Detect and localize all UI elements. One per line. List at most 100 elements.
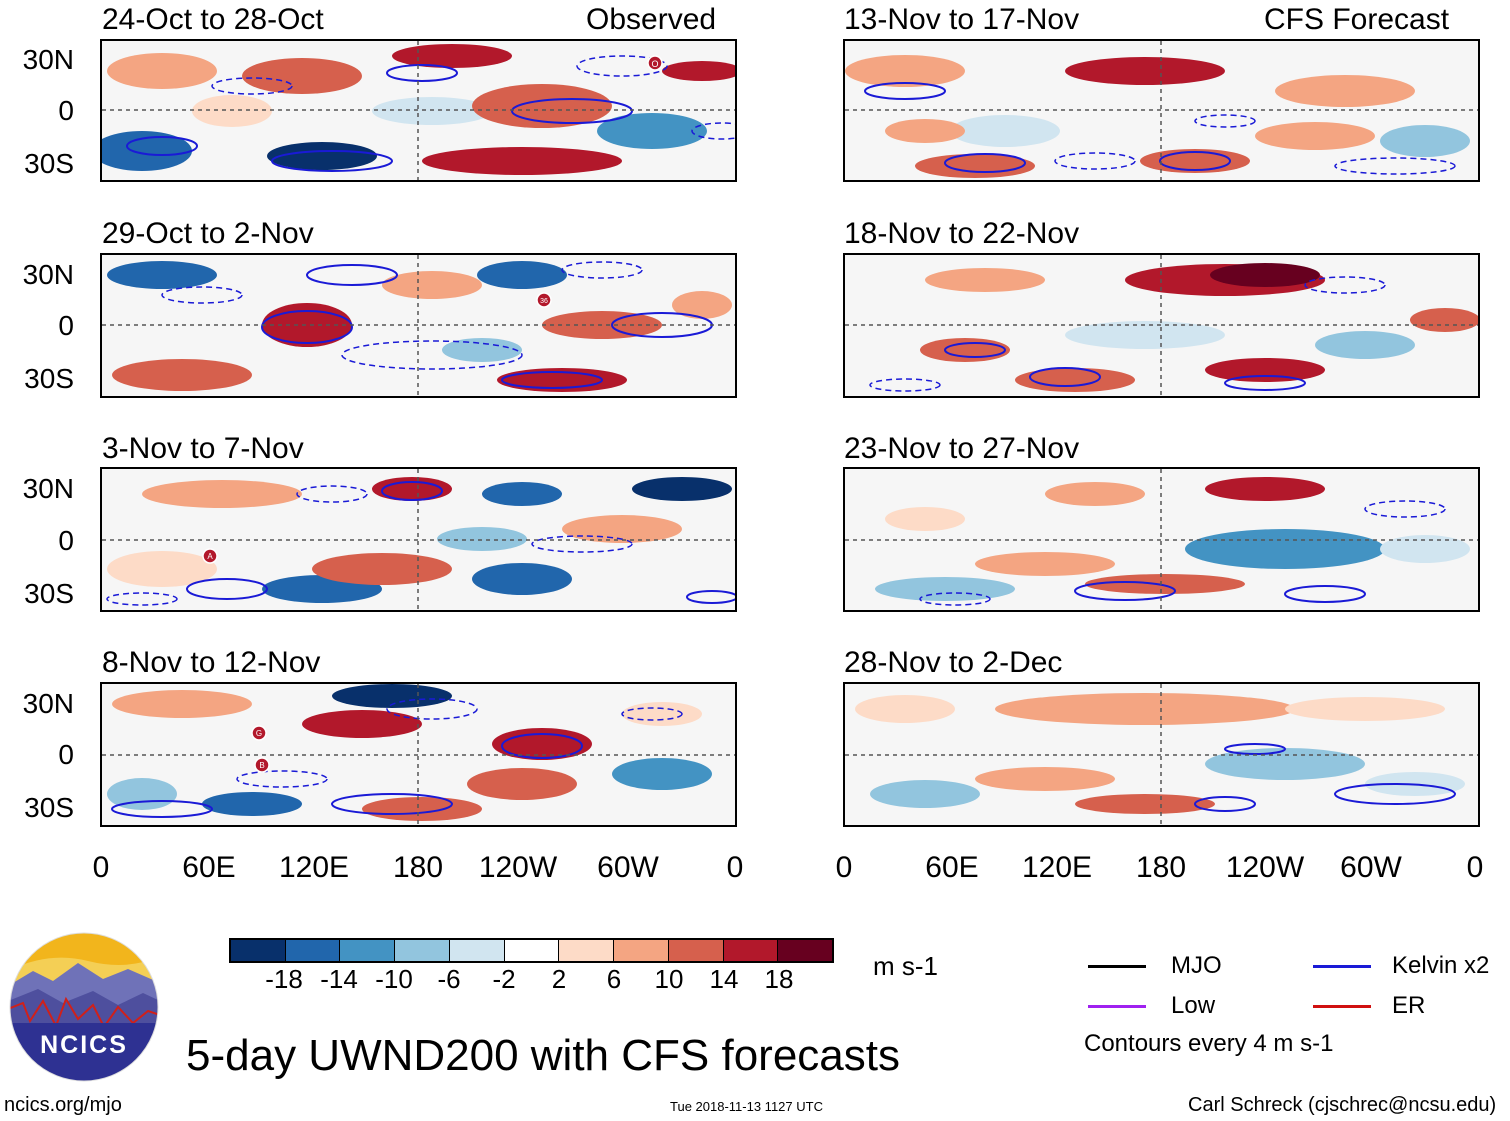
- panel-3-title: 29-Oct to 2-Nov: [102, 217, 314, 250]
- map-panel-2-plot: [845, 41, 1478, 180]
- map-panel-6: [843, 467, 1480, 612]
- legend-mjo-label: MJO: [1171, 952, 1222, 979]
- main-title: 5-day UWND200 with CFS forecasts: [186, 1031, 900, 1080]
- storm-marker: [251, 725, 267, 741]
- panel-6-title: 23-Nov to 27-Nov: [844, 432, 1080, 465]
- footer-author: Carl Schreck (cjschrec@ncsu.edu): [1188, 1094, 1497, 1116]
- storm-marker: [647, 55, 663, 71]
- lat-label-eq: 0: [58, 95, 74, 126]
- storm-marker-label: B: [259, 761, 264, 770]
- footer-timestamp: Tue 2018-11-13 1127 UTC: [670, 1099, 823, 1114]
- map-panel-1-plot: O: [102, 41, 735, 180]
- storm-marker: [202, 548, 218, 564]
- map-panel-4-plot: [845, 255, 1478, 396]
- lon-label-120e: 120E: [278, 851, 350, 884]
- lon-label-0-end: 0: [726, 851, 744, 884]
- panel-8-title: 28-Nov to 2-Dec: [844, 646, 1063, 679]
- map-panel-3: 36: [100, 253, 737, 398]
- colorbar-swatch: [667, 940, 723, 961]
- storm-marker: [536, 292, 552, 308]
- panel-1-title: 24-Oct to 28-Oct: [102, 3, 324, 36]
- colorbar-label: -2: [492, 964, 516, 994]
- lon-label-120w: 120W: [1225, 851, 1305, 884]
- map-panel-5: A: [100, 467, 737, 612]
- legend-low-label: Low: [1171, 992, 1216, 1019]
- legend-contours-note: Contours every 4 m s-1: [1084, 1030, 1334, 1057]
- lon-label-0: 0: [92, 851, 110, 884]
- lon-label-120w: 120W: [478, 851, 558, 884]
- legend-kelvin-line: [1313, 965, 1371, 968]
- panel-1-tag: Observed: [586, 3, 717, 36]
- colorbar-label: 2: [551, 964, 567, 994]
- panel-7-title: 8-Nov to 12-Nov: [102, 646, 321, 679]
- lat-label-eq: 0: [58, 525, 74, 556]
- lat-label-30n: 30N: [22, 259, 74, 290]
- colorbar-swatch: [777, 940, 833, 961]
- legend-mjo-line: [1088, 965, 1146, 968]
- map-panel-6-plot: [845, 469, 1478, 610]
- colorbar-swatch: [558, 940, 614, 961]
- map-panel-7: G B: [100, 682, 737, 827]
- lon-label-180: 180: [392, 851, 444, 884]
- colorbar-swatch: [448, 940, 504, 961]
- lon-label-0: 0: [835, 851, 853, 884]
- ncics-logo-graphic: [9, 932, 159, 1082]
- storm-marker-label: 36: [540, 298, 548, 305]
- map-panel-2: [843, 39, 1480, 182]
- lat-label-30s: 30S: [24, 148, 74, 179]
- lon-label-0-end: 0: [1466, 851, 1484, 884]
- colorbar-swatch: [613, 940, 668, 961]
- lon-label-120e: 120E: [1021, 851, 1093, 884]
- colorbar-label: 14: [709, 964, 739, 994]
- colorbar-swatch: [231, 940, 285, 961]
- panel-5-title: 3-Nov to 7-Nov: [102, 432, 304, 465]
- ncics-logo: NCICS: [8, 931, 160, 1083]
- lat-label-30n: 30N: [22, 688, 74, 719]
- lat-label-30s: 30S: [24, 363, 74, 394]
- colorbar-swatch: [722, 940, 778, 961]
- colorbar-label: -14: [320, 964, 358, 994]
- lon-label-60w: 60W: [597, 851, 659, 884]
- ncics-logo-text: NCICS: [40, 1031, 128, 1059]
- map-panel-1: O: [100, 39, 737, 182]
- colorbar: [229, 938, 834, 963]
- colorbar-swatch: [394, 940, 449, 961]
- lat-label-30s: 30S: [24, 578, 74, 609]
- panel-4-title: 18-Nov to 22-Nov: [844, 217, 1080, 250]
- colorbar-units: m s-1: [873, 951, 938, 981]
- colorbar-label: 10: [654, 964, 684, 994]
- lat-label-30n: 30N: [22, 44, 74, 75]
- storm-marker-label: A: [207, 552, 213, 561]
- panel-2-tag: CFS Forecast: [1264, 3, 1450, 36]
- colorbar-label: -6: [437, 964, 461, 994]
- storm-marker: [254, 757, 270, 773]
- storm-marker-label: O: [651, 59, 658, 69]
- colorbar-label: 18: [764, 964, 794, 994]
- footer-url[interactable]: ncics.org/mjo: [4, 1094, 122, 1116]
- legend-er-label: ER: [1392, 992, 1426, 1019]
- map-panel-8: [843, 682, 1480, 827]
- colorbar-swatch: [503, 940, 559, 961]
- map-panel-3-plot: 36: [102, 255, 735, 396]
- lat-label-30n: 30N: [22, 473, 74, 504]
- storm-marker-label: G: [256, 729, 262, 738]
- lon-label-60w: 60W: [1340, 851, 1402, 884]
- lon-label-180: 180: [1135, 851, 1187, 884]
- map-panel-4: [843, 253, 1480, 398]
- lat-label-30s: 30S: [24, 792, 74, 823]
- lon-label-60e: 60E: [182, 851, 236, 884]
- map-panel-8-plot: [845, 684, 1478, 825]
- legend-low-line: [1088, 1005, 1146, 1008]
- colorbar-label: -10: [375, 964, 413, 994]
- lat-label-eq: 0: [58, 739, 74, 770]
- colorbar-swatch: [284, 940, 340, 961]
- colorbar-swatch: [339, 940, 395, 961]
- colorbar-label: 6: [606, 964, 622, 994]
- map-panel-5-plot: A: [102, 469, 735, 610]
- legend-er-line: [1313, 1005, 1371, 1008]
- colorbar-label: -18: [265, 964, 303, 994]
- lon-label-60e: 60E: [925, 851, 979, 884]
- panel-2-title: 13-Nov to 17-Nov: [844, 3, 1080, 36]
- map-panel-7-plot: G B: [102, 684, 735, 825]
- legend-kelvin-label: Kelvin x2: [1392, 952, 1490, 979]
